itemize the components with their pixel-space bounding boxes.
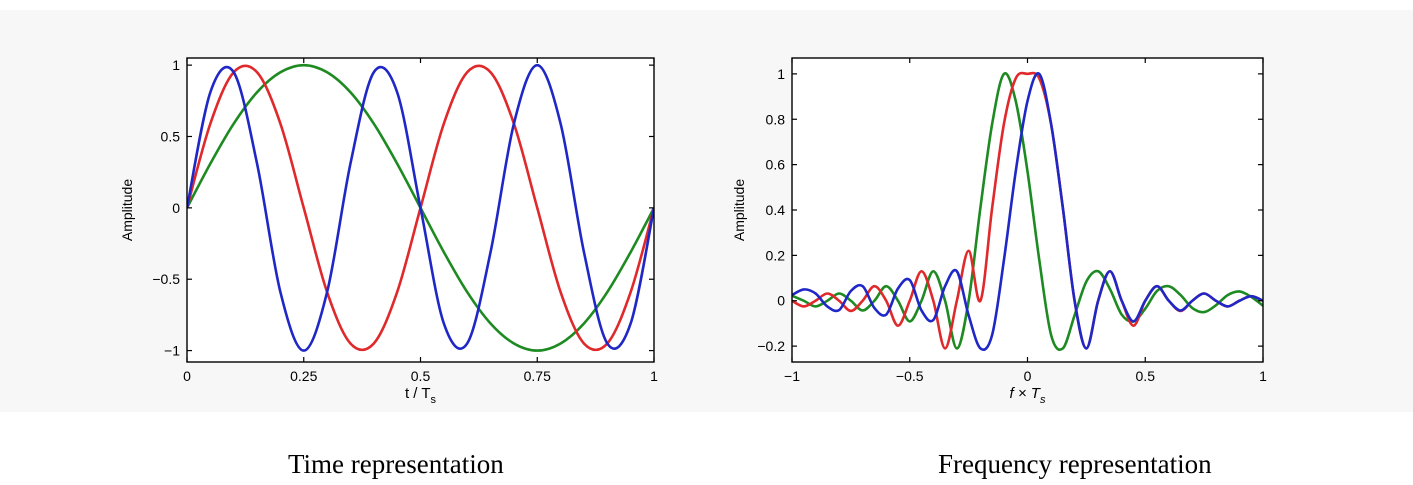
frequency-xtick-label: −0.5 — [896, 368, 924, 384]
frequency-series-blue — [792, 71, 1263, 351]
frequency-ytick-label: 0.8 — [766, 111, 786, 127]
frequency-plot: −1 −0.5 0 0.5 1 1 0.8 0.6 0.4 0.2 0 −0.2 f × Ts Ampli… — [731, 57, 1267, 406]
time-xlabel: t / Ts — [405, 385, 437, 406]
frequency-ytick-label: −0.2 — [757, 338, 785, 354]
time-ytick-label: 0 — [172, 200, 180, 216]
frequency-ylabel: Amplitude — [731, 179, 747, 241]
time-xtick-label: 0.5 — [411, 368, 431, 384]
time-ylabel: Amplitude — [119, 179, 135, 241]
frequency-ytick-label: 0 — [777, 293, 785, 309]
time-plot: 0 0.25 0.5 0.75 1 1 0.5 0 −0.5 −1 t / Ts Amplitude — [119, 57, 658, 406]
time-xtick-label: 0 — [183, 368, 191, 384]
time-ytick-label: −1 — [164, 343, 180, 359]
frequency-xtick-label: 0.5 — [1136, 368, 1156, 384]
caption-frequency-representation: Frequency representation — [938, 449, 1212, 479]
time-series-group — [187, 63, 654, 352]
frequency-xtick-label: 0 — [1024, 368, 1032, 384]
caption-time-representation: Time representation — [288, 449, 504, 479]
frequency-ytick-label: 0.6 — [766, 157, 786, 173]
frequency-series-green — [792, 71, 1263, 351]
time-ytick-label: 0.5 — [161, 128, 181, 144]
time-xtick-label: 0.75 — [524, 368, 551, 384]
time-xtick-label: 0.25 — [290, 368, 317, 384]
frequency-xtick-label: 1 — [1259, 368, 1267, 384]
frequency-xtick-label: −1 — [784, 368, 800, 384]
frequency-ytick-label: 0.2 — [766, 247, 786, 263]
frequency-xlabel: f × Ts — [1010, 385, 1046, 406]
frequency-ytick-label: 1 — [777, 66, 785, 82]
frequency-ytick-label: 0.4 — [766, 202, 786, 218]
frequency-plot-area — [792, 58, 1263, 362]
time-xtick-label: 1 — [650, 368, 658, 384]
time-series-blue — [187, 63, 654, 352]
frequency-series-group — [792, 71, 1263, 351]
time-ytick-label: −0.5 — [152, 271, 180, 287]
time-ytick-label: 1 — [172, 57, 180, 73]
